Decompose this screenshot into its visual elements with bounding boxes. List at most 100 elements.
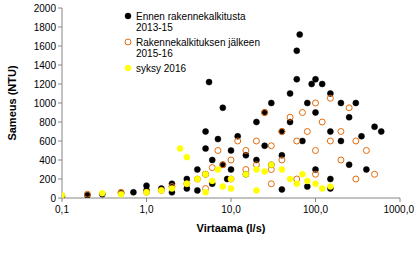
- y-tick: [58, 65, 62, 66]
- point: [235, 138, 241, 144]
- point: [253, 167, 259, 173]
- point: [243, 148, 249, 154]
- point: [299, 110, 305, 116]
- point: [294, 48, 300, 54]
- y-tick: [58, 46, 62, 47]
- point: [304, 129, 310, 135]
- point: [294, 76, 300, 82]
- point: [346, 114, 352, 120]
- point: [84, 192, 90, 198]
- point: [220, 105, 226, 111]
- point: [194, 176, 200, 182]
- chart: 02004006008001000120014001600180020000,1…: [0, 0, 417, 254]
- point: [268, 100, 274, 106]
- point: [203, 171, 209, 177]
- point: [313, 148, 319, 154]
- y-axis-label: Sameus (NTU): [6, 65, 18, 141]
- point: [327, 184, 333, 190]
- point: [313, 76, 319, 82]
- point: [279, 186, 285, 192]
- points: [62, 32, 384, 198]
- point: [268, 143, 274, 149]
- point: [353, 138, 359, 144]
- point: [243, 171, 249, 177]
- x-tick-label: 100,0: [303, 204, 328, 215]
- point: [243, 171, 249, 177]
- point: [169, 186, 175, 192]
- point: [338, 129, 344, 135]
- point: [177, 146, 183, 152]
- point: [262, 168, 268, 174]
- legend-marker: [125, 13, 131, 19]
- point: [215, 136, 221, 142]
- point: [299, 171, 305, 177]
- point: [203, 171, 209, 177]
- x-tick-label: 0,1: [55, 204, 69, 215]
- point: [130, 189, 136, 195]
- y-tick: [58, 198, 62, 199]
- x-tick: [315, 198, 316, 202]
- point: [363, 148, 369, 154]
- x-tick-label: 1,0: [140, 204, 154, 215]
- point: [62, 193, 65, 198]
- legend-label: Rakennekalkituksen jälkeen2015-16: [136, 37, 260, 59]
- point: [158, 187, 164, 193]
- y-tick: [58, 141, 62, 142]
- x-tick-label: 10,0: [221, 204, 241, 215]
- point: [203, 171, 209, 177]
- point: [313, 100, 319, 106]
- point: [262, 143, 268, 149]
- point: [294, 181, 300, 187]
- point: [327, 138, 333, 144]
- point: [203, 129, 209, 135]
- legend-line: 2013-15: [136, 22, 173, 33]
- point: [184, 181, 190, 187]
- y-tick-label: 1800: [34, 22, 57, 33]
- y-tick: [58, 179, 62, 180]
- point: [262, 110, 268, 116]
- point: [338, 100, 344, 106]
- point: [363, 167, 369, 173]
- y-tick: [58, 160, 62, 161]
- point: [346, 105, 352, 111]
- point: [287, 114, 293, 120]
- legend-marker: [125, 65, 131, 71]
- point: [268, 181, 274, 187]
- point: [62, 192, 65, 198]
- point: [378, 129, 384, 135]
- point: [184, 154, 190, 160]
- legend: Ennen rakennekalkitusta2013-15 Rakennekal…: [125, 11, 260, 74]
- y-tick-label: 800: [39, 117, 56, 128]
- point: [327, 176, 333, 182]
- point: [99, 190, 105, 196]
- point: [253, 138, 259, 144]
- point: [338, 157, 344, 163]
- point: [279, 157, 285, 163]
- point: [319, 81, 325, 87]
- point: [372, 124, 378, 130]
- x-axis-label: Virtaama (l/s): [197, 222, 266, 234]
- legend-line: Ennen rakennekalkitusta: [136, 11, 246, 22]
- x-tick: [146, 198, 147, 202]
- y-tick-label: 1400: [34, 60, 57, 71]
- legend-line: Rakennekalkituksen jälkeen: [136, 37, 260, 48]
- point: [118, 191, 124, 197]
- y-tick-label: 1000: [34, 98, 57, 109]
- point: [297, 32, 303, 38]
- point: [294, 138, 300, 144]
- point: [299, 138, 305, 144]
- point: [228, 157, 234, 163]
- point: [228, 167, 234, 173]
- point: [287, 91, 293, 97]
- point: [118, 190, 124, 196]
- point: [268, 162, 274, 168]
- legend-line: syksy 2016: [136, 63, 186, 74]
- point: [304, 178, 310, 184]
- point: [353, 100, 359, 106]
- legend-label: Ennen rakennekalkitusta2013-15: [136, 11, 246, 33]
- point: [203, 189, 209, 195]
- point: [194, 176, 200, 182]
- y-tick: [58, 27, 62, 28]
- point: [313, 171, 319, 177]
- point: [144, 189, 150, 195]
